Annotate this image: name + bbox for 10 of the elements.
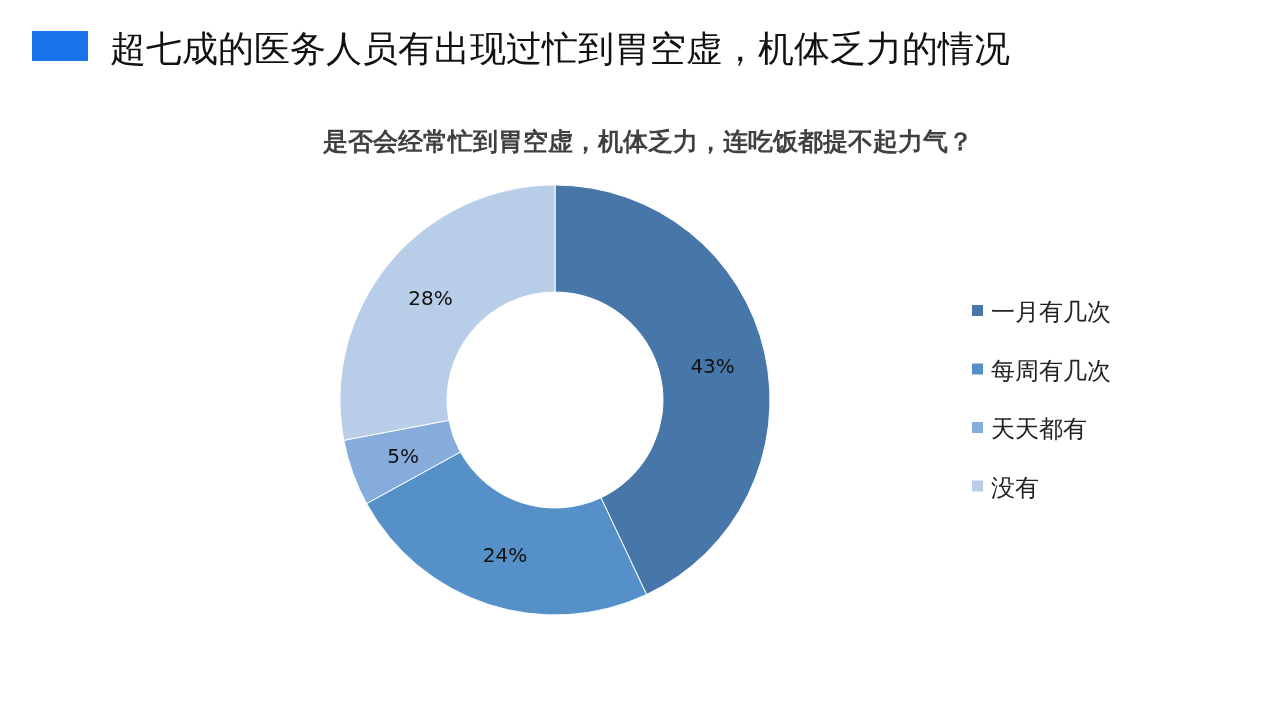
legend-label: 每周有几次 xyxy=(991,356,1111,385)
data-label: 24% xyxy=(482,542,528,567)
chart-subtitle: 是否会经常忙到胃空虚，机体乏力，连吃饭都提不起力气？ xyxy=(322,127,973,156)
data-label: 43% xyxy=(690,353,735,378)
legend-label: 天天都有 xyxy=(991,415,1087,443)
data-label: 5% xyxy=(387,443,419,468)
chart-title: 超七成的医务人员有出现过忙到胃空虚，机体乏力的情况 xyxy=(110,28,1010,69)
legend-label: 一月有几次 xyxy=(991,298,1111,326)
legend-label: 没有 xyxy=(991,473,1039,502)
data-label: 28% xyxy=(408,286,453,311)
